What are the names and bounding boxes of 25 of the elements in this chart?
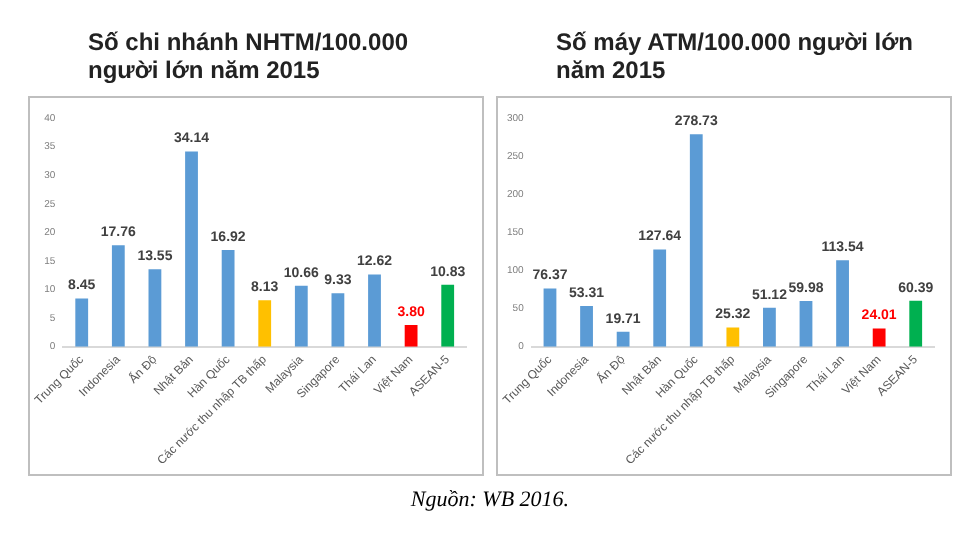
bar <box>836 260 849 347</box>
bar <box>726 327 740 347</box>
bar <box>111 245 125 347</box>
bar <box>580 306 593 347</box>
bar <box>331 293 345 347</box>
bar <box>258 300 272 347</box>
bar <box>799 300 813 347</box>
bar <box>75 298 89 347</box>
bar <box>689 134 703 347</box>
bar <box>148 269 162 347</box>
bar <box>441 284 455 347</box>
bar <box>294 285 308 347</box>
bar <box>543 288 557 347</box>
bar <box>404 324 418 347</box>
chart-title: Số chi nhánh NHTM/100.000 người lớn năm 2015 <box>86 28 411 88</box>
bar <box>221 249 235 347</box>
bar <box>616 331 630 347</box>
bar <box>185 151 198 347</box>
bar <box>763 307 776 347</box>
bar <box>909 300 923 347</box>
bar <box>653 249 667 347</box>
chart-title: Số máy ATM/100.000 người lớn năm 2015 <box>554 28 915 88</box>
bar <box>872 328 886 347</box>
bar <box>368 274 381 347</box>
text: Nguồn: WB 2016. <box>408 488 572 512</box>
